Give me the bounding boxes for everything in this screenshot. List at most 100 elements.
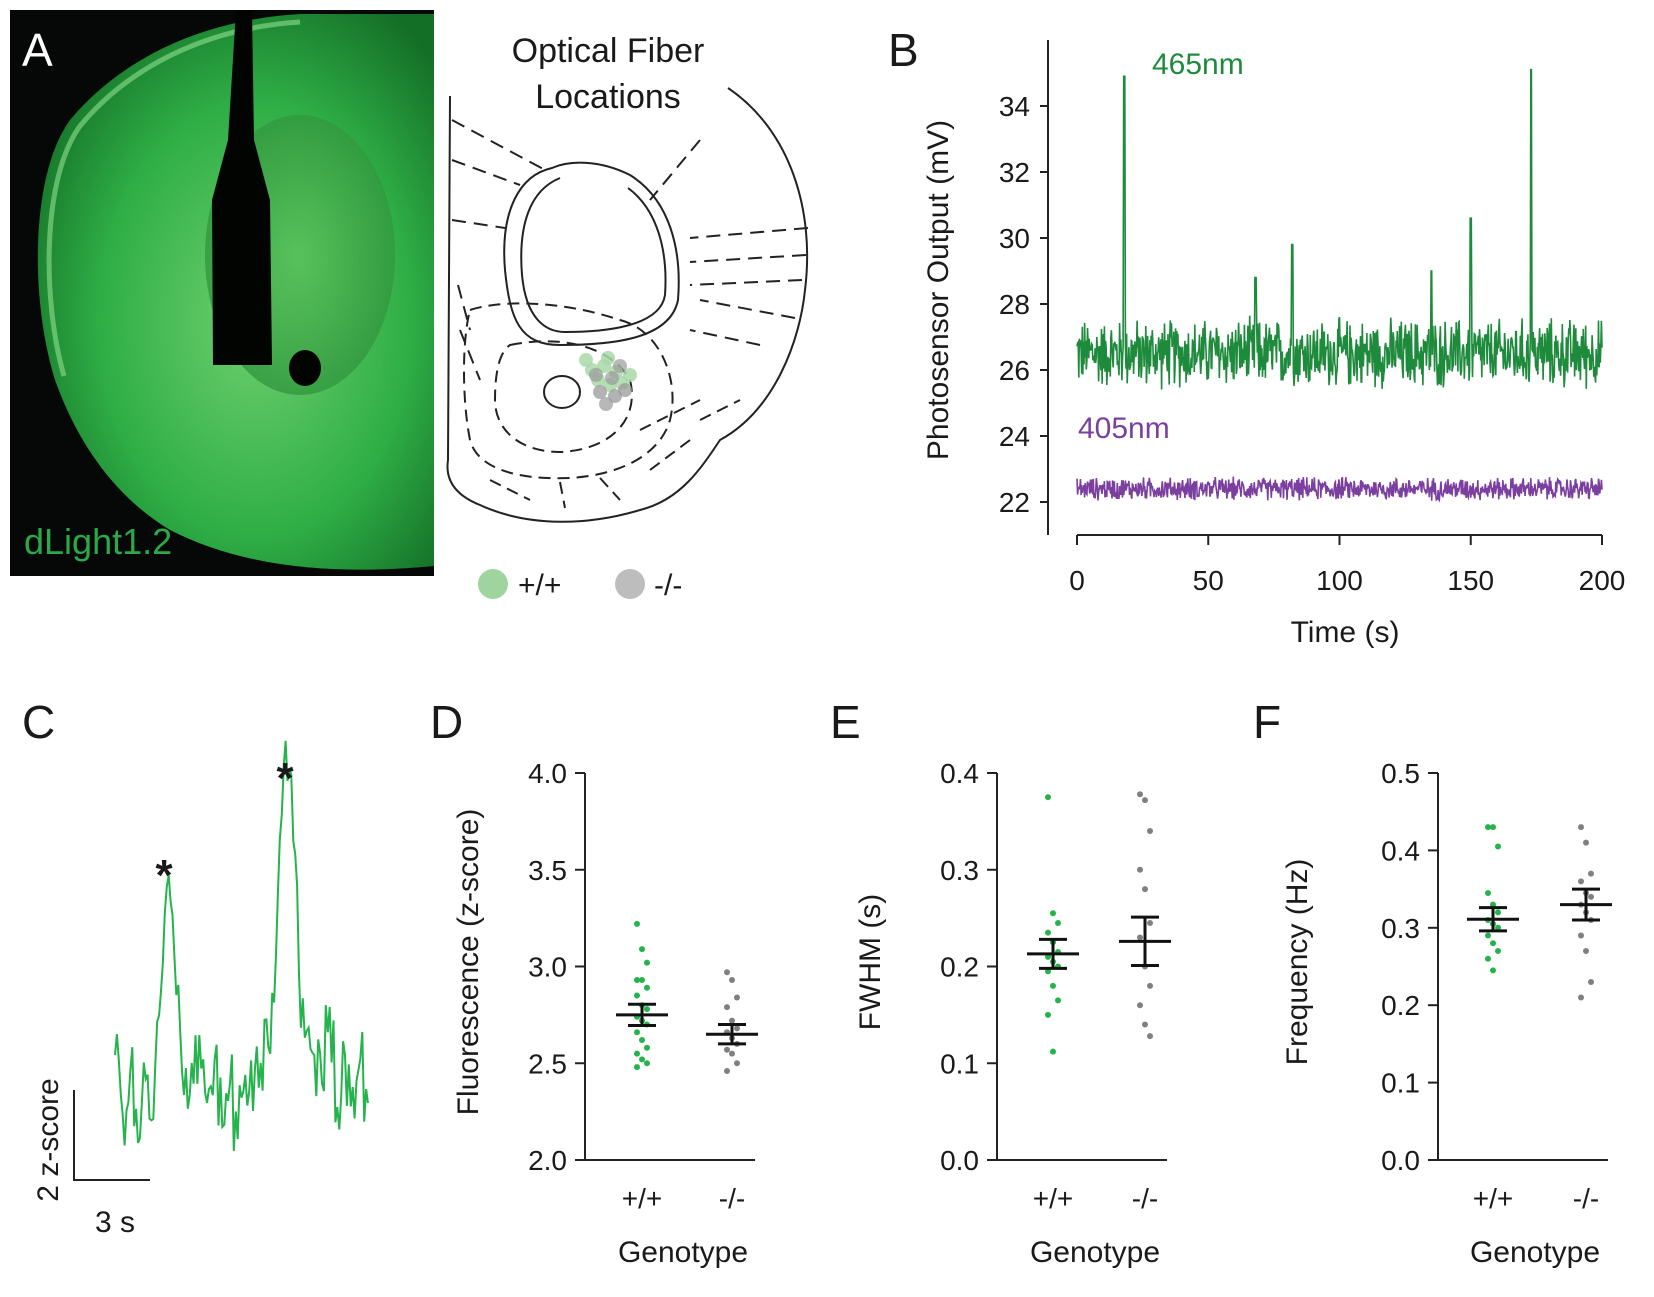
chartE-point xyxy=(1142,886,1148,893)
chartD-ytick-label: 3.0 xyxy=(528,952,567,983)
chart-d-ylabel: Fluorescence (z-score) xyxy=(452,809,485,1116)
chart-e: 0.0 0.1 0.2 0.3 0.4 xyxy=(940,758,1171,1176)
panel-label-d: D xyxy=(430,696,463,748)
panel-label-b: B xyxy=(888,24,919,76)
chartF-ytick-label: 0.4 xyxy=(1381,835,1420,866)
chartF-point xyxy=(1578,824,1584,831)
chart-b-xtick-label: 100 xyxy=(1316,565,1363,596)
atlas-region-dashed-2 xyxy=(493,340,633,454)
chartD-point xyxy=(639,1056,645,1063)
chartD-point xyxy=(634,1064,640,1071)
chartE-point xyxy=(1147,828,1153,835)
chartE-point xyxy=(1137,866,1143,873)
chartF-point xyxy=(1495,948,1501,955)
legend-marker-ko xyxy=(615,569,645,599)
chart-b-ytick-label: 24 xyxy=(999,421,1030,452)
legend-label-ko: -/- xyxy=(654,569,682,602)
chart-d-category-wt: +/+ xyxy=(622,1183,662,1214)
chart-b-ytick-label: 26 xyxy=(999,355,1030,386)
ventricle xyxy=(289,350,321,386)
chart-b-ytick-label: 28 xyxy=(999,289,1030,320)
chartE-point xyxy=(1045,929,1051,936)
chartD-point xyxy=(724,1004,730,1011)
chartD-ytick-label: 2.5 xyxy=(528,1048,567,1079)
legend-marker-wt xyxy=(478,569,508,599)
atlas-lines-bottom xyxy=(489,399,741,509)
chartF-point xyxy=(1485,889,1491,896)
image-label-dlight: dLight1.2 xyxy=(24,521,172,562)
chartF-point xyxy=(1578,932,1584,939)
chart-c xyxy=(73,740,369,1181)
chartD-point xyxy=(634,1050,640,1057)
chartD-point xyxy=(634,920,640,927)
chartE-point xyxy=(1055,997,1061,1004)
chartE-point xyxy=(1137,1002,1143,1009)
chartF-point xyxy=(1490,824,1496,831)
chartE-point xyxy=(1050,982,1056,989)
chartE-point xyxy=(1142,797,1148,804)
chartF-point xyxy=(1588,978,1594,985)
chart-b-ytick-label: 30 xyxy=(999,223,1030,254)
fiber-location-markers xyxy=(579,351,637,411)
chartF-point xyxy=(1490,901,1496,908)
series-label-405: 405nm xyxy=(1078,412,1170,445)
chart-e-xlabel: Genotype xyxy=(1030,1236,1160,1269)
chartE-point xyxy=(1137,791,1143,798)
chart-f-category-wt: +/+ xyxy=(1473,1183,1513,1214)
chart-f-xlabel: Genotype xyxy=(1470,1236,1600,1269)
chartD-point xyxy=(724,1046,730,1053)
chart-e-category-wt: +/+ xyxy=(1033,1183,1073,1214)
chartE-point xyxy=(1045,1011,1051,1018)
chartD-point xyxy=(644,959,650,966)
chartD-point xyxy=(644,984,650,991)
chartE-point xyxy=(1055,919,1061,926)
chartD-point xyxy=(729,977,735,984)
chartD-ytick-label: 4.0 xyxy=(528,758,567,789)
annotation-star-1: * xyxy=(155,851,173,900)
chart-b-xtick-label: 50 xyxy=(1193,565,1224,596)
chart-c-trace xyxy=(114,740,369,1151)
chartE-point xyxy=(1137,934,1143,941)
chart-d-category-ko: -/- xyxy=(719,1183,745,1214)
atlas-title-line1: Optical Fiber xyxy=(512,32,705,70)
chartF-point xyxy=(1490,940,1496,947)
chart-b-ytick-label: 22 xyxy=(999,487,1030,518)
chartF-ytick-label: 0.1 xyxy=(1381,1068,1420,1099)
chartD-point xyxy=(644,1060,650,1067)
scalebar-x-label: 3 s xyxy=(95,1206,135,1239)
chartD-point xyxy=(729,1050,735,1057)
chart-b-xtick-label: 150 xyxy=(1447,565,1494,596)
fiber-track xyxy=(212,10,272,365)
chartE-point xyxy=(1142,1021,1148,1028)
chart-c-scalebar xyxy=(73,1090,150,1181)
chartF-point xyxy=(1578,878,1584,885)
series-label-465: 465nm xyxy=(1152,48,1244,81)
chart-b-ylabel: Photosensor Output (mV) xyxy=(922,120,955,460)
scalebar-y-label: 2 z-score xyxy=(32,1078,65,1201)
chartD-point xyxy=(644,1006,650,1013)
chartD-point xyxy=(734,1025,740,1032)
panel-a-atlas xyxy=(446,87,809,523)
chartD-point xyxy=(729,1017,735,1024)
chartD-point xyxy=(639,977,645,984)
chart-b-ytick-label: 32 xyxy=(999,157,1030,188)
chart-b: 22 24 26 28 30 32 34 0 50 100 150 200 xyxy=(999,40,1625,596)
chartF-point xyxy=(1485,932,1491,939)
chartE-ytick-label: 0.0 xyxy=(940,1145,979,1176)
chartF-point xyxy=(1495,924,1501,931)
chart-b-series-465nm xyxy=(1076,68,1603,390)
chartF-point xyxy=(1588,870,1594,877)
chartD-point xyxy=(639,1037,645,1044)
chartE-point xyxy=(1147,982,1153,989)
chartD-point xyxy=(634,977,640,984)
chartD-point xyxy=(734,1060,740,1067)
chart-b-xtick-label: 0 xyxy=(1069,565,1085,596)
chartF-point xyxy=(1583,839,1589,846)
atlas-lines-left xyxy=(451,119,546,381)
chartE-point xyxy=(1045,794,1051,801)
chart-b-xlabel: Time (s) xyxy=(1291,616,1400,649)
chartE-point xyxy=(1147,919,1153,926)
chartF-point xyxy=(1578,994,1584,1001)
atlas-ventricle xyxy=(503,161,680,347)
